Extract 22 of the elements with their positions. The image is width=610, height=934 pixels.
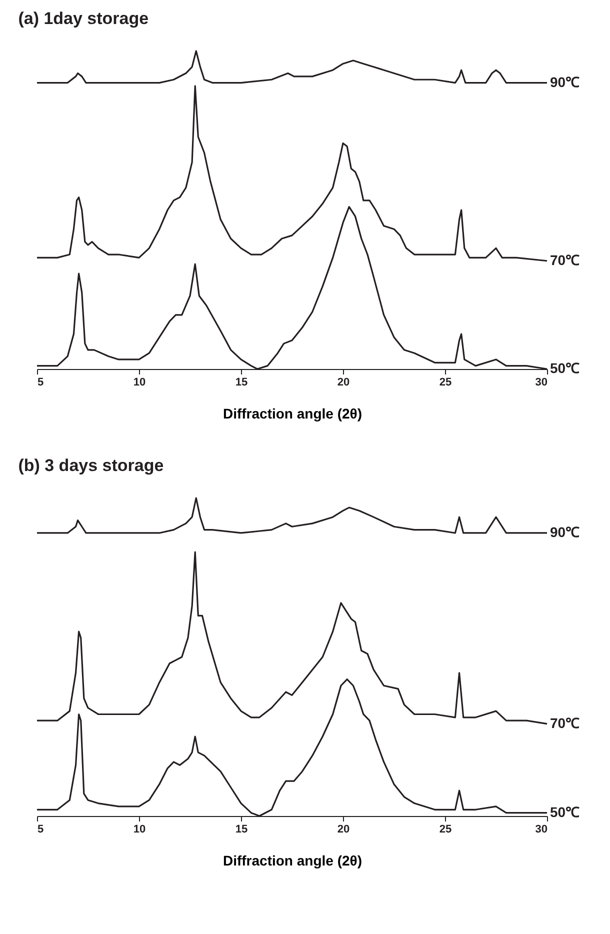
series-label: 70℃ <box>550 714 580 731</box>
series-label: 70℃ <box>550 252 580 268</box>
x-axis-title: Diffraction angle (2θ) <box>222 852 362 868</box>
series-label: 90℃ <box>550 524 580 540</box>
x-tick-label: 20 <box>337 824 350 836</box>
chart-title: (b) 3 days storage <box>18 456 164 476</box>
x-tick-label: 15 <box>235 376 248 388</box>
x-tick-label: 10 <box>133 376 146 388</box>
x-tick-label: 30 <box>535 824 548 836</box>
series-label: 50℃ <box>550 804 580 820</box>
x-tick-label: 30 <box>535 376 548 388</box>
series-label: 50℃ <box>550 360 580 376</box>
chart-title: (a) 1day storage <box>18 9 149 28</box>
series-label: 90℃ <box>550 74 580 90</box>
x-tick-label: 5 <box>38 824 44 836</box>
x-tick-label: 5 <box>38 376 44 388</box>
x-tick-label: 10 <box>133 824 146 836</box>
x-tick-label: 25 <box>439 376 452 388</box>
x-tick-label: 25 <box>439 824 452 836</box>
x-axis-title: Diffraction angle (2θ) <box>222 406 362 422</box>
x-tick-label: 15 <box>235 824 248 836</box>
x-tick-label: 20 <box>337 376 350 388</box>
